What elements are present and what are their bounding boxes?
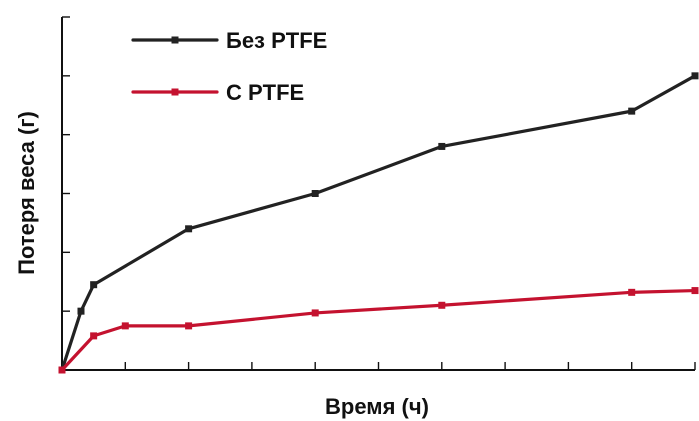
series-2-point-4 bbox=[311, 309, 319, 317]
series-1-point-3 bbox=[185, 225, 193, 233]
series-2-point-3 bbox=[185, 322, 193, 330]
series-2 bbox=[58, 287, 699, 374]
series-2-point-0 bbox=[58, 366, 66, 374]
y-ticks-group bbox=[62, 16, 70, 371]
series-1-point-5 bbox=[438, 142, 446, 150]
series-2-point-6 bbox=[628, 288, 636, 296]
series-1-point-6 bbox=[628, 107, 636, 115]
legend-label-2: С PTFE bbox=[226, 80, 304, 105]
legend-marker-1 bbox=[171, 36, 179, 44]
y-axis-label: Потеря веса (г) bbox=[14, 111, 39, 275]
series-line-2 bbox=[60, 288, 697, 372]
series-2-point-5 bbox=[438, 301, 446, 309]
legend-marker-2 bbox=[171, 88, 179, 96]
series-2-point-1 bbox=[90, 332, 98, 340]
series-1-point-2 bbox=[90, 281, 98, 289]
series-layer bbox=[58, 72, 699, 374]
series-1-point-1 bbox=[77, 307, 85, 315]
series-line-1 bbox=[60, 74, 697, 372]
legend-item-2: С PTFE bbox=[131, 80, 304, 105]
x-ticks-group bbox=[61, 362, 696, 370]
series-1 bbox=[58, 72, 699, 374]
series-1-point-4 bbox=[311, 190, 319, 197]
series-2-point-2 bbox=[121, 322, 129, 330]
series-2-point-7 bbox=[691, 287, 699, 295]
axes-group bbox=[61, 16, 696, 371]
legend: Без PTFE С PTFE bbox=[131, 28, 327, 105]
x-axis-label: Время (ч) bbox=[325, 394, 429, 419]
series-1-point-7 bbox=[691, 72, 699, 80]
legend-item-1: Без PTFE bbox=[131, 28, 327, 53]
legend-label-1: Без PTFE bbox=[226, 28, 327, 53]
